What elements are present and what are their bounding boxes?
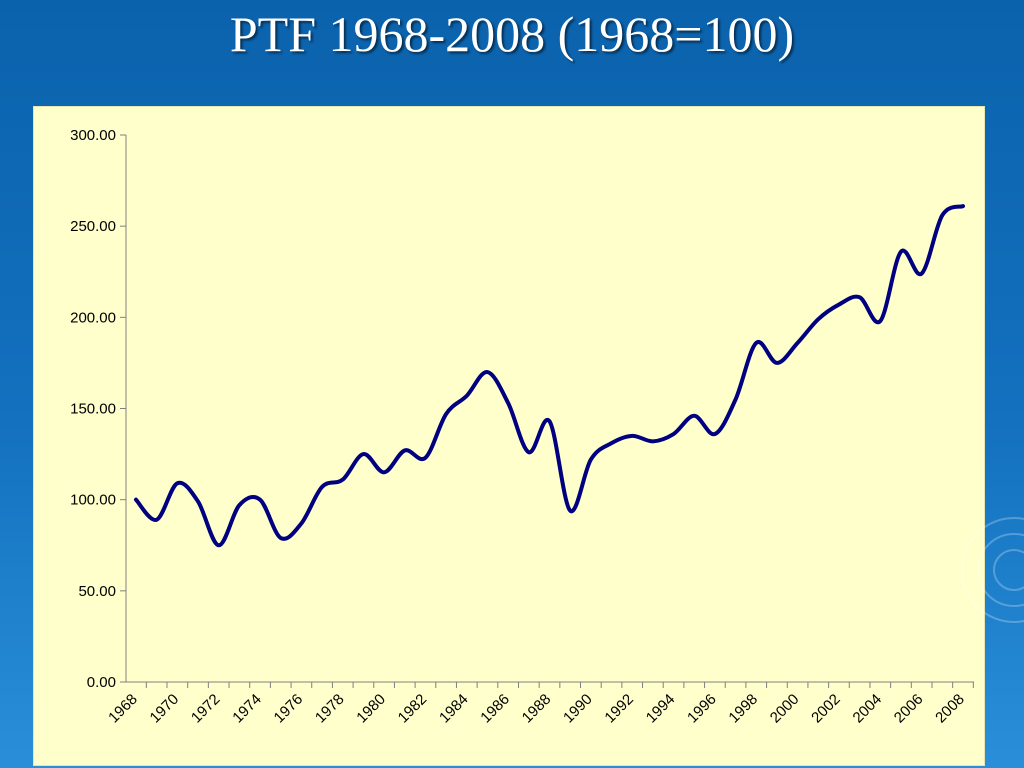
- data-point-1996: [713, 432, 717, 436]
- x-tick-label: 2008: [932, 691, 968, 727]
- ptf-series-line: [134, 204, 965, 548]
- data-point-1980: [382, 470, 386, 474]
- data-point-1974: [258, 498, 262, 502]
- data-point-1993: [651, 439, 655, 443]
- data-point-1975: [279, 536, 283, 540]
- y-tick-label: 250.00: [70, 218, 116, 235]
- data-point-2001: [816, 317, 820, 321]
- data-point-1976: [299, 521, 303, 525]
- data-point-1995: [692, 414, 696, 418]
- y-tick-label: 100.00: [70, 492, 116, 509]
- x-tick-label: 1996: [684, 691, 720, 727]
- data-point-1971: [196, 499, 200, 503]
- data-point-1991: [610, 441, 614, 445]
- x-tick-label: 1970: [147, 691, 183, 727]
- data-point-1998: [754, 341, 758, 345]
- data-point-1968: [134, 498, 138, 502]
- data-point-1970: [175, 481, 179, 485]
- data-point-2003: [858, 295, 862, 299]
- x-tick-label: 1992: [601, 691, 637, 727]
- data-point-1973: [237, 503, 241, 507]
- data-point-1999: [775, 361, 779, 365]
- x-tick-label: 2004: [850, 691, 886, 727]
- decorative-ripple-icon: [961, 517, 1024, 623]
- data-point-1988: [548, 419, 551, 423]
- data-point-2008: [961, 204, 965, 208]
- data-point-1984: [465, 394, 469, 398]
- x-tick-label: 1968: [105, 691, 141, 727]
- data-point-2002: [837, 303, 841, 307]
- data-point-1979: [361, 452, 365, 456]
- slide-title: PTF 1968-2008 (1968=100): [229, 6, 795, 62]
- data-point-1986: [506, 401, 510, 405]
- x-tick-label: 1984: [436, 691, 472, 727]
- x-tick-label: 1990: [560, 691, 596, 727]
- x-tick-label: 1982: [395, 691, 431, 727]
- y-tick-label: 150.00: [70, 401, 116, 418]
- data-point-1990: [589, 458, 593, 462]
- line-chart: 0.0050.00100.00150.00200.00250.00300.00 …: [70, 127, 974, 727]
- x-tick-label: 1980: [353, 691, 389, 727]
- data-point-1983: [444, 412, 448, 416]
- chart-series: [134, 204, 965, 548]
- data-point-2005: [899, 250, 903, 254]
- x-tick-label: 1978: [312, 691, 348, 727]
- data-point-1994: [672, 432, 676, 436]
- x-tick-label: 1974: [229, 691, 265, 727]
- x-tick-label: 1994: [643, 691, 679, 727]
- y-tick-label: 50.00: [78, 583, 116, 600]
- data-point-2006: [920, 272, 924, 276]
- data-point-1989: [568, 509, 572, 513]
- data-point-2007: [940, 213, 944, 217]
- x-tick-label: 2000: [767, 691, 803, 727]
- x-tick-label: 2002: [808, 691, 844, 727]
- y-axis-ticks: 0.00 50.00 100.00 150.00 200.00 250.00 300.00: [70, 127, 126, 691]
- data-point-1985: [485, 370, 489, 374]
- x-tick-label: 1998: [725, 691, 761, 727]
- data-point-1981: [403, 448, 407, 452]
- data-point-2000: [796, 341, 800, 345]
- y-tick-label: 200.00: [70, 309, 116, 326]
- data-point-1987: [527, 450, 531, 454]
- data-point-1977: [320, 485, 324, 489]
- data-point-1972: [217, 543, 221, 547]
- data-point-1969: [155, 518, 159, 522]
- data-point-1978: [341, 478, 345, 482]
- x-tick-label: 1976: [271, 691, 307, 727]
- y-tick-label: 0.00: [87, 674, 116, 691]
- y-tick-label: 300.00: [70, 127, 116, 144]
- chart-axes: [125, 135, 974, 683]
- data-point-1982: [423, 456, 427, 460]
- x-tick-label: 1972: [188, 691, 224, 727]
- data-point-1992: [630, 434, 634, 438]
- x-tick-label: 2006: [891, 691, 927, 727]
- x-tick-label: 1986: [477, 691, 513, 727]
- data-point-2004: [878, 319, 882, 323]
- data-point-1997: [734, 397, 738, 401]
- x-tick-label: 1988: [519, 691, 555, 727]
- chart-panel: 0.00 50.00 100.00 150.00 200.00 250.00 300.00 …: [33, 106, 985, 766]
- x-axis-ticks: 1968 1970 1972 1974 1976 1978 1980 1982 1984 1986…: [105, 682, 974, 727]
